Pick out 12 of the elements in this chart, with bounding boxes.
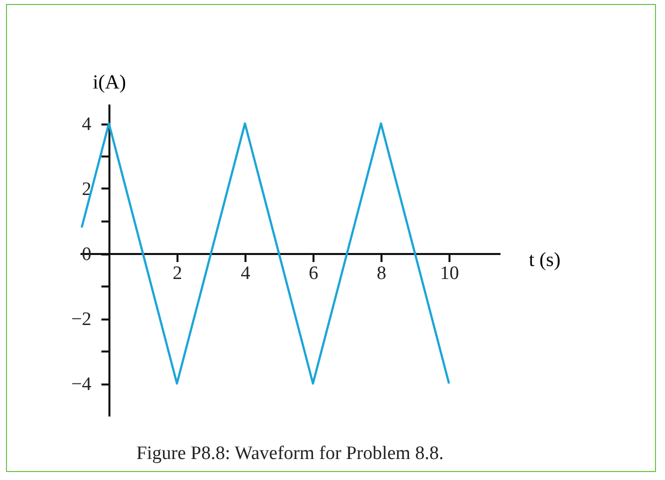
x-axis-title: t (s) [528,249,560,271]
x-tick-label: 2 [172,263,182,284]
x-tick-label: 8 [376,263,386,284]
y-tick-label: −2 [71,309,92,330]
y-tick-label: 4 [82,114,92,135]
y-tick-label: −4 [71,374,92,395]
x-tick-label: 10 [440,263,459,284]
y-tick-label: 2 [82,179,92,200]
y-axis-title: i(A) [92,72,126,94]
x-tick-label: 6 [308,263,318,284]
x-tick-label: 4 [240,263,251,284]
text: Figure P8.8: Waveform for Problem 8.8. [136,443,444,464]
